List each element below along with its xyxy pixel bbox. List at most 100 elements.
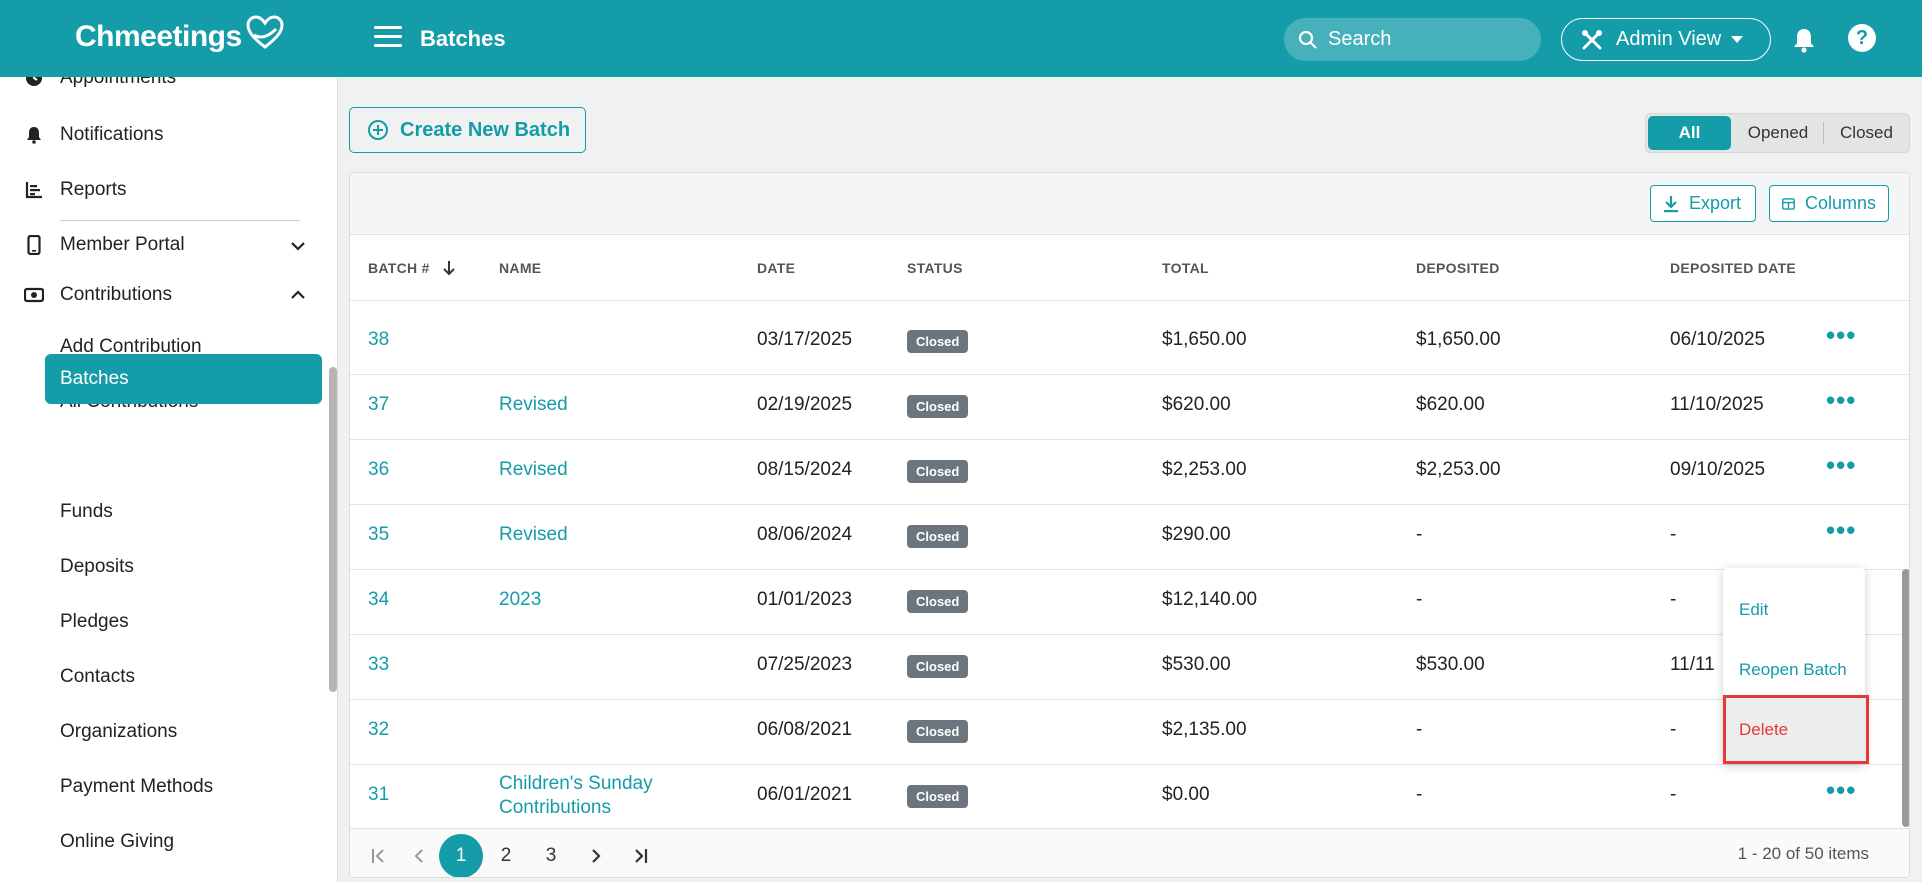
- status-filter: All Opened Closed: [1645, 113, 1910, 153]
- sidebar-subitem-payment-methods[interactable]: Payment Methods: [60, 776, 214, 797]
- table-row[interactable]: 32 06/08/2021 Closed $2,135.00 - -: [350, 700, 1909, 765]
- row-actions-menu: Edit Reopen Batch Delete: [1723, 568, 1869, 764]
- column-header-batch[interactable]: BATCH #: [368, 260, 456, 276]
- menu-item-delete[interactable]: Delete: [1723, 695, 1869, 764]
- table-row[interactable]: 33 07/25/2023 Closed $530.00 $530.00 11/…: [350, 635, 1909, 700]
- status-badge: Closed: [907, 330, 969, 353]
- batch-number-link[interactable]: 35: [368, 524, 390, 545]
- batch-deposited: $1,650.00: [1416, 329, 1501, 350]
- sidebar-subitem-organizations[interactable]: Organizations: [60, 721, 178, 742]
- batch-date: 02/19/2025: [757, 394, 853, 415]
- batch-number-link[interactable]: 37: [368, 394, 390, 415]
- row-actions-icon[interactable]: •••: [1826, 515, 1857, 545]
- batch-name-link[interactable]: Revised: [499, 524, 568, 545]
- batch-number-link[interactable]: 36: [368, 459, 390, 480]
- batch-deposited: -: [1416, 524, 1423, 545]
- table-row[interactable]: 34 2023 01/01/2023 Closed $12,140.00 - -: [350, 570, 1909, 635]
- sidebar-subitem-add-contribution[interactable]: Add Contribution: [60, 336, 202, 357]
- batch-name-link[interactable]: Children's Sunday Contributions: [499, 773, 653, 818]
- table-scrollbar[interactable]: [1902, 569, 1909, 827]
- column-header-deposited-date[interactable]: DEPOSITED DATE: [1670, 260, 1797, 276]
- search-box[interactable]: [1284, 18, 1541, 61]
- prev-page-icon[interactable]: [397, 834, 441, 877]
- status-badge: Closed: [907, 655, 969, 678]
- table-row[interactable]: 31 Children's Sunday Contributions 06/01…: [350, 765, 1909, 828]
- page-3-button[interactable]: 3: [545, 845, 557, 866]
- batch-number-link[interactable]: 32: [368, 719, 390, 740]
- batch-total: $0.00: [1162, 784, 1210, 805]
- sidebar-subitem-deposits[interactable]: Deposits: [60, 556, 134, 577]
- batch-deposited-date: 09/10/2025: [1670, 459, 1766, 480]
- next-page-icon[interactable]: [574, 834, 618, 877]
- sidebar-item-reports[interactable]: Reports: [24, 179, 127, 201]
- sidebar-subitem-batches[interactable]: Batches: [45, 354, 322, 404]
- table-row[interactable]: 36 Revised 08/15/2024 Closed $2,253.00 $…: [350, 440, 1909, 505]
- help-icon[interactable]: ?: [1848, 24, 1876, 52]
- bell-icon[interactable]: [1792, 27, 1816, 53]
- sidebar-item-member-portal[interactable]: Member Portal: [24, 234, 185, 256]
- column-header-status[interactable]: STATUS: [907, 260, 963, 276]
- batch-name-link[interactable]: Revised: [499, 459, 568, 480]
- batch-total: $12,140.00: [1162, 589, 1258, 610]
- sidebar-divider: [60, 220, 300, 221]
- mobile-icon: [24, 235, 44, 255]
- table-row[interactable]: 38 03/17/2025 Closed $1,650.00 $1,650.00…: [350, 310, 1909, 375]
- tools-icon: [1582, 29, 1602, 49]
- filter-opened[interactable]: Opened: [1733, 122, 1824, 144]
- table-row[interactable]: 37 Revised 02/19/2025 Closed $620.00 $62…: [350, 375, 1909, 440]
- sidebar-subitem-funds[interactable]: Funds: [60, 501, 113, 522]
- batch-number-link[interactable]: 33: [368, 654, 390, 675]
- batch-number-link[interactable]: 34: [368, 589, 390, 610]
- sidebar-item-appointments[interactable]: Appointments: [24, 77, 176, 89]
- admin-view-dropdown[interactable]: Admin View: [1561, 18, 1771, 61]
- menu-item-reopen-batch[interactable]: Reopen Batch: [1739, 660, 1847, 679]
- status-badge: Closed: [907, 720, 969, 743]
- sidebar-item-notifications[interactable]: Notifications: [24, 124, 164, 146]
- page-2-button[interactable]: 2: [500, 845, 512, 866]
- sidebar-scrollbar[interactable]: [329, 367, 337, 692]
- batch-number-link[interactable]: 38: [368, 329, 390, 350]
- batch-deposited: $530.00: [1416, 654, 1485, 675]
- status-badge: Closed: [907, 785, 969, 808]
- filter-closed[interactable]: Closed: [1840, 123, 1893, 142]
- batch-deposited-date: -: [1670, 589, 1677, 610]
- row-actions-icon[interactable]: •••: [1826, 450, 1857, 480]
- last-page-icon[interactable]: [618, 834, 662, 877]
- first-page-icon[interactable]: [357, 834, 401, 877]
- columns-button[interactable]: Columns: [1769, 185, 1889, 222]
- batch-date: 03/17/2025: [757, 329, 853, 350]
- row-actions-icon[interactable]: •••: [1826, 320, 1857, 350]
- sidebar-item-contributions[interactable]: Contributions: [24, 284, 172, 306]
- search-input[interactable]: [1328, 28, 1528, 51]
- batch-date: 06/08/2021: [757, 719, 853, 740]
- chevron-down-icon[interactable]: [290, 240, 306, 252]
- export-button[interactable]: Export: [1650, 185, 1756, 222]
- sidebar-subitem-online-giving[interactable]: Online Giving: [60, 831, 175, 852]
- batch-name-link[interactable]: 2023: [499, 589, 542, 610]
- column-header-name[interactable]: NAME: [499, 260, 542, 276]
- app-logo[interactable]: Chmeetings: [75, 15, 284, 54]
- batch-name-link[interactable]: Revised: [499, 394, 568, 415]
- column-header-total[interactable]: TOTAL: [1162, 260, 1209, 276]
- filter-all[interactable]: All: [1648, 116, 1732, 150]
- row-actions-icon[interactable]: •••: [1826, 775, 1857, 805]
- batch-deposited-date: 06/10/2025: [1670, 329, 1766, 350]
- chart-icon: [24, 180, 44, 200]
- table-row[interactable]: 35 Revised 08/06/2024 Closed $290.00 - -…: [350, 505, 1909, 570]
- sort-descending-icon: [443, 261, 455, 276]
- batches-table-card: Export Columns BATCH # NAME DATE STATUS …: [349, 172, 1910, 878]
- row-actions-icon[interactable]: •••: [1826, 385, 1857, 415]
- batch-total: $290.00: [1162, 524, 1231, 545]
- create-new-batch-button[interactable]: Create New Batch: [349, 107, 586, 153]
- batch-number-link[interactable]: 31: [368, 784, 390, 805]
- column-header-deposited[interactable]: DEPOSITED: [1416, 260, 1500, 276]
- sidebar-subitem-contacts[interactable]: Contacts: [60, 666, 135, 687]
- hamburger-menu-icon[interactable]: [374, 26, 402, 52]
- sidebar-subitem-pledges[interactable]: Pledges: [60, 611, 129, 632]
- batch-total: $2,135.00: [1162, 719, 1247, 740]
- page-1-button[interactable]: 1: [439, 834, 483, 877]
- column-header-date[interactable]: DATE: [757, 260, 796, 276]
- chevron-up-icon[interactable]: [290, 289, 306, 301]
- menu-item-edit[interactable]: Edit: [1739, 600, 1769, 619]
- top-header: Chmeetings Batches Admin View ?: [0, 0, 1922, 77]
